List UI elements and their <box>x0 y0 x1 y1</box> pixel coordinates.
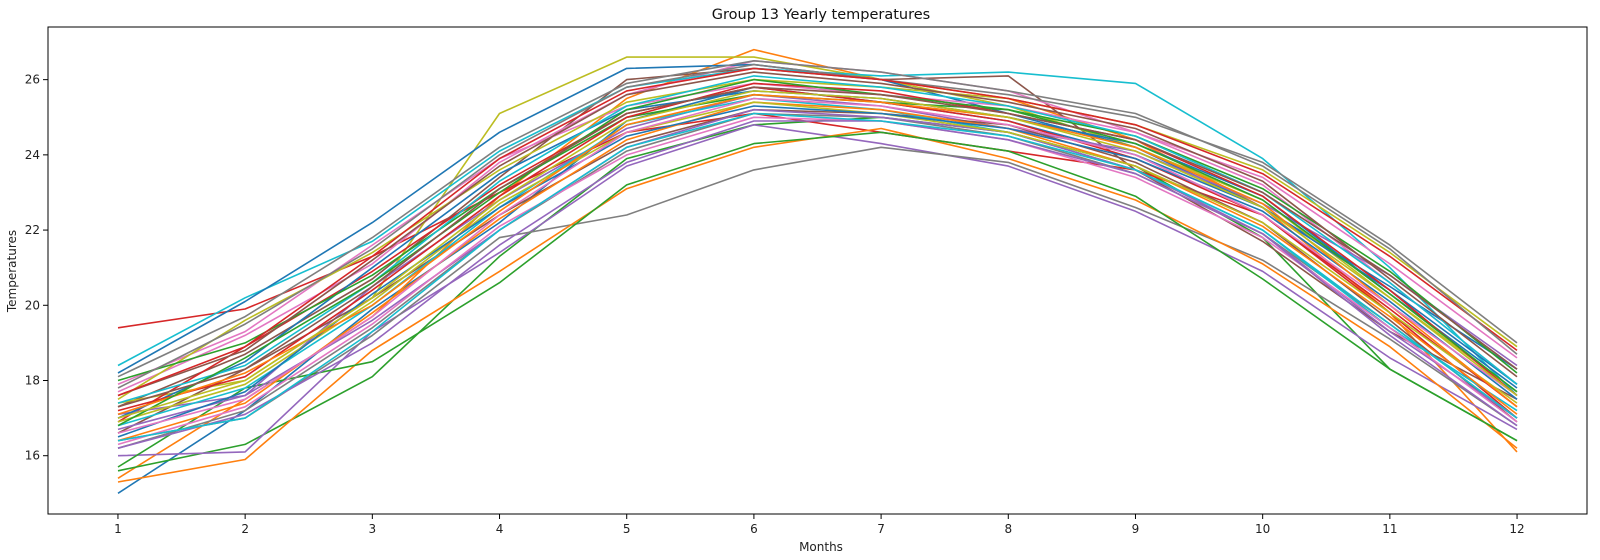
series-line-26 <box>117 71 1518 397</box>
series-line-32 <box>117 93 1518 416</box>
y-tick-label: 26 <box>25 73 40 87</box>
x-tick-label: 8 <box>1004 522 1012 536</box>
plot-frame <box>47 26 1588 515</box>
series-line-38 <box>117 59 1518 378</box>
x-tick-label: 10 <box>1255 522 1270 536</box>
series-line-36 <box>117 86 1518 408</box>
y-tick-label: 18 <box>25 373 40 387</box>
series-line-39 <box>117 90 1518 419</box>
series-line-22 <box>117 101 1518 442</box>
series-line-34 <box>117 67 1518 397</box>
x-tick-label: 4 <box>496 522 504 536</box>
x-tick-label: 12 <box>1509 522 1524 536</box>
y-tick-label: 16 <box>25 449 40 463</box>
x-tick-label: 5 <box>623 522 631 536</box>
series-line-27 <box>117 116 1518 446</box>
series-line-13 <box>117 131 1518 468</box>
series-line-35 <box>117 120 1518 449</box>
x-tick-label: 2 <box>241 522 249 536</box>
series-line-18 <box>117 112 1518 449</box>
series-layer <box>117 48 1518 494</box>
chart-title: Group 13 Yearly temperatures <box>712 7 930 23</box>
x-tick-label: 9 <box>1132 522 1140 536</box>
series-line-40 <box>117 112 1518 442</box>
series-line-19 <box>117 78 1518 400</box>
y-tick-label: 20 <box>25 298 40 312</box>
series-line-31 <box>117 105 1518 438</box>
x-axis: 1 2 3 4 5 6 7 8 9 10 11 12 <box>114 514 1525 536</box>
x-tick-label: 3 <box>369 522 377 536</box>
x-tick-label: 6 <box>750 522 758 536</box>
y-tick-label: 22 <box>25 223 40 237</box>
series-line-28 <box>117 63 1518 389</box>
x-tick-label: 7 <box>877 522 885 536</box>
series-line-5 <box>117 124 1518 457</box>
x-tick-label: 11 <box>1382 522 1397 536</box>
y-tick-label: 24 <box>25 148 40 162</box>
series-line-30 <box>117 75 1518 404</box>
x-tick-label: 1 <box>114 522 122 536</box>
series-line-8 <box>117 146 1518 442</box>
x-axis-title: Months <box>799 540 843 554</box>
y-axis-title: Temperatures <box>5 230 19 313</box>
y-axis: 16 18 20 22 24 26 <box>25 73 48 463</box>
series-line-1 <box>117 86 1518 494</box>
series-line-17 <box>117 82 1518 386</box>
series-line-33 <box>117 78 1518 427</box>
series-line-37 <box>117 97 1518 434</box>
series-line-29 <box>117 101 1518 423</box>
series-line-3 <box>117 116 1518 472</box>
